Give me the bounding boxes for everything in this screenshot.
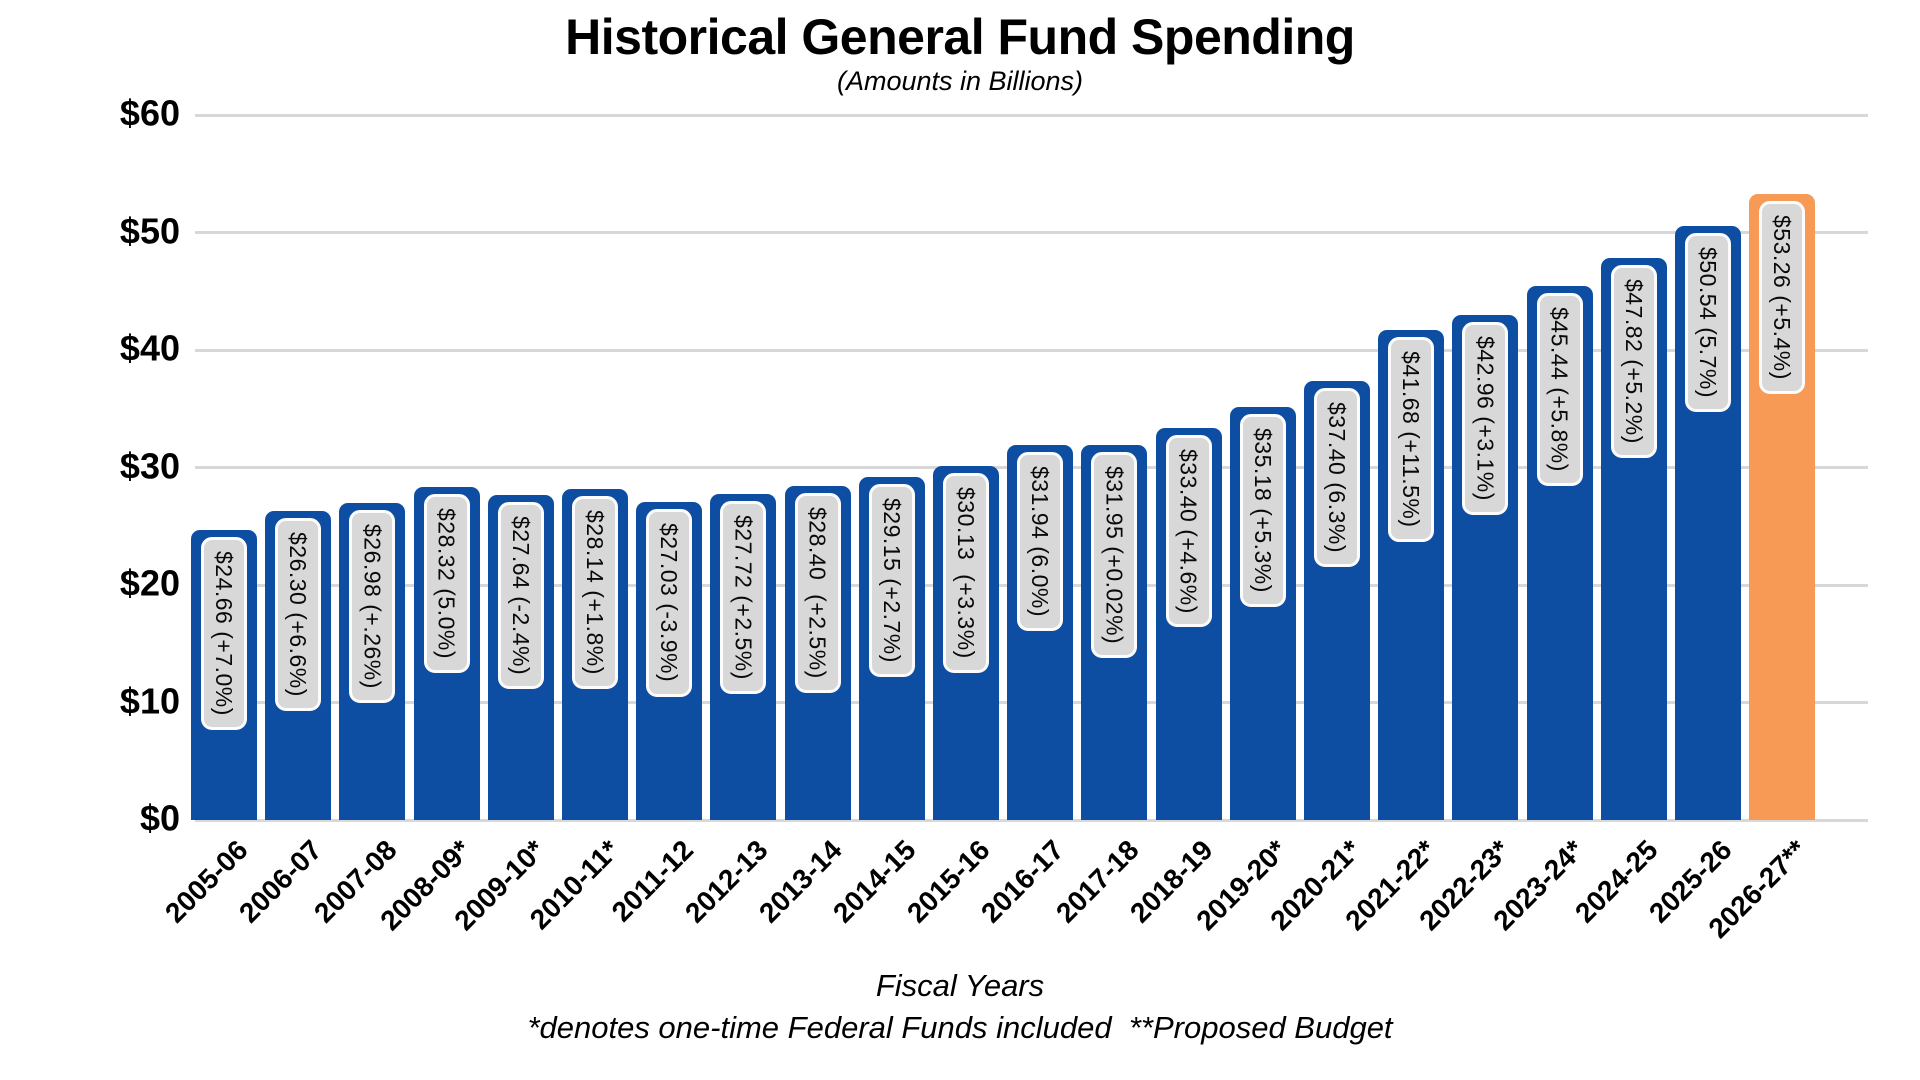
bar-value-label-2015-16: $30.13 (+3.3%) <box>943 472 989 673</box>
y-axis-tick-label-40: $40 <box>119 327 180 369</box>
bar-value-label-2013-14: $28.40 (+2.5%) <box>794 493 841 694</box>
bar-value-label-2014-15: $29.15 (+2.7%) <box>868 484 915 678</box>
x-axis-tick-label-2016-17: 2016-17 <box>975 834 1071 929</box>
bar-value-label-2022-23: $42.96 (+3.1%) <box>1462 322 1509 516</box>
bar-value-label-2009-10: $27.64 (-2.4%) <box>497 502 544 690</box>
bar-value-label-2012-13: $27.72 (+2.5%) <box>720 501 767 695</box>
bar-value-label-2025-26: $50.54 (5.7%) <box>1685 233 1731 413</box>
bar-value-label-2021-22: $41.68 (+11.5%) <box>1388 337 1435 542</box>
bar-value-label-2023-24: $45.44 (+5.8%) <box>1536 293 1583 486</box>
bar-value-label-2016-17: $31.94 (6.0%) <box>1017 451 1064 631</box>
chart-subtitle: (Amounts in Billions) <box>836 66 1084 96</box>
y-axis-tick-label-50: $50 <box>119 209 180 251</box>
x-axis-tick-label-2012-13: 2012-13 <box>678 834 774 929</box>
bar-value-label-2017-18: $31.95 (+0.02%) <box>1091 451 1138 658</box>
x-axis-tick-label-2005-06: 2005-06 <box>159 834 254 929</box>
gridline-0 <box>195 818 1868 822</box>
gridline-50 <box>195 231 1868 234</box>
bar-value-label-2006-07: $26.30 (+6.6%) <box>275 517 322 711</box>
bar-value-label-2026-27: $53.26 (+5.4%) <box>1759 201 1806 395</box>
bar-value-label-2024-25: $47.82 (+5.2%) <box>1610 265 1657 459</box>
bar-value-label-2018-19: $33.40 (+4.6%) <box>1165 434 1212 628</box>
y-axis-tick-label-20: $20 <box>119 562 180 604</box>
gridline-60 <box>195 113 1868 117</box>
bar-value-label-2010-11: $28.14 (+1.8%) <box>572 496 618 690</box>
bar-value-label-2007-08: $26.98 (+.26%) <box>349 509 396 703</box>
x-axis-tick-label-2015-16: 2015-16 <box>901 834 996 929</box>
x-axis-tick-label-2006-07: 2006-07 <box>233 834 329 929</box>
bar-value-label-2008-09: $28.32 (5.0%) <box>423 494 470 674</box>
bar-value-label-2019-20: $35.18 (+5.3%) <box>1239 413 1286 607</box>
y-axis-tick-label-10: $10 <box>119 679 180 721</box>
bar-value-label-2011-12: $27.03 (-3.9%) <box>646 509 693 697</box>
chart-title: Historical General Fund Spending <box>565 9 1355 65</box>
bar-value-label-2005-06: $24.66 (+7.0%) <box>201 537 247 731</box>
bar-value-label-2020-21: $37.40 (6.3%) <box>1314 387 1360 567</box>
x-axis-tick-label-2014-15: 2014-15 <box>827 834 922 929</box>
y-axis-tick-label-60: $60 <box>119 92 180 134</box>
gridline-40 <box>195 348 1868 352</box>
x-axis-tick-label-2017-18: 2017-18 <box>1049 834 1145 929</box>
y-axis-tick-label-0: $0 <box>139 797 180 839</box>
y-axis-tick-label-30: $30 <box>119 444 180 486</box>
x-axis-tick-label-2013-14: 2013-14 <box>752 834 848 929</box>
chart-footnote: *denotes one-time Federal Funds included… <box>527 1010 1393 1045</box>
x-axis-caption: Fiscal Years <box>875 968 1045 1003</box>
